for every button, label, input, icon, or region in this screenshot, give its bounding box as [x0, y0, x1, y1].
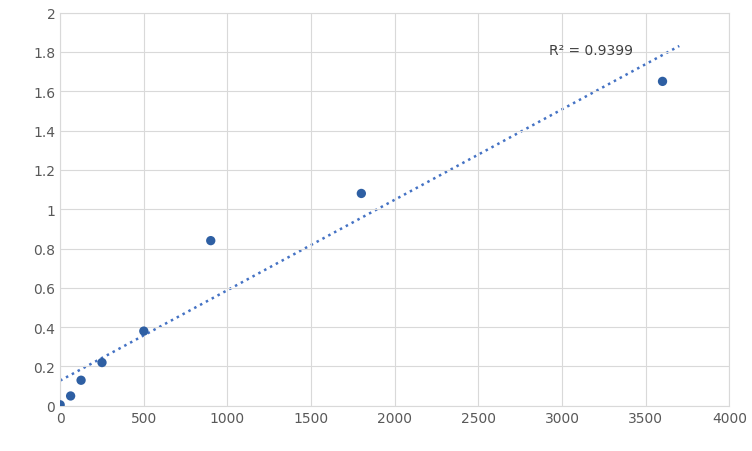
Point — [65, 392, 77, 400]
Point — [138, 328, 150, 335]
Point — [205, 238, 217, 245]
Text: R² = 0.9399: R² = 0.9399 — [549, 44, 632, 58]
Point — [656, 78, 669, 86]
Point — [355, 190, 367, 198]
Point — [96, 359, 108, 366]
Point — [54, 401, 66, 409]
Point — [75, 377, 87, 384]
